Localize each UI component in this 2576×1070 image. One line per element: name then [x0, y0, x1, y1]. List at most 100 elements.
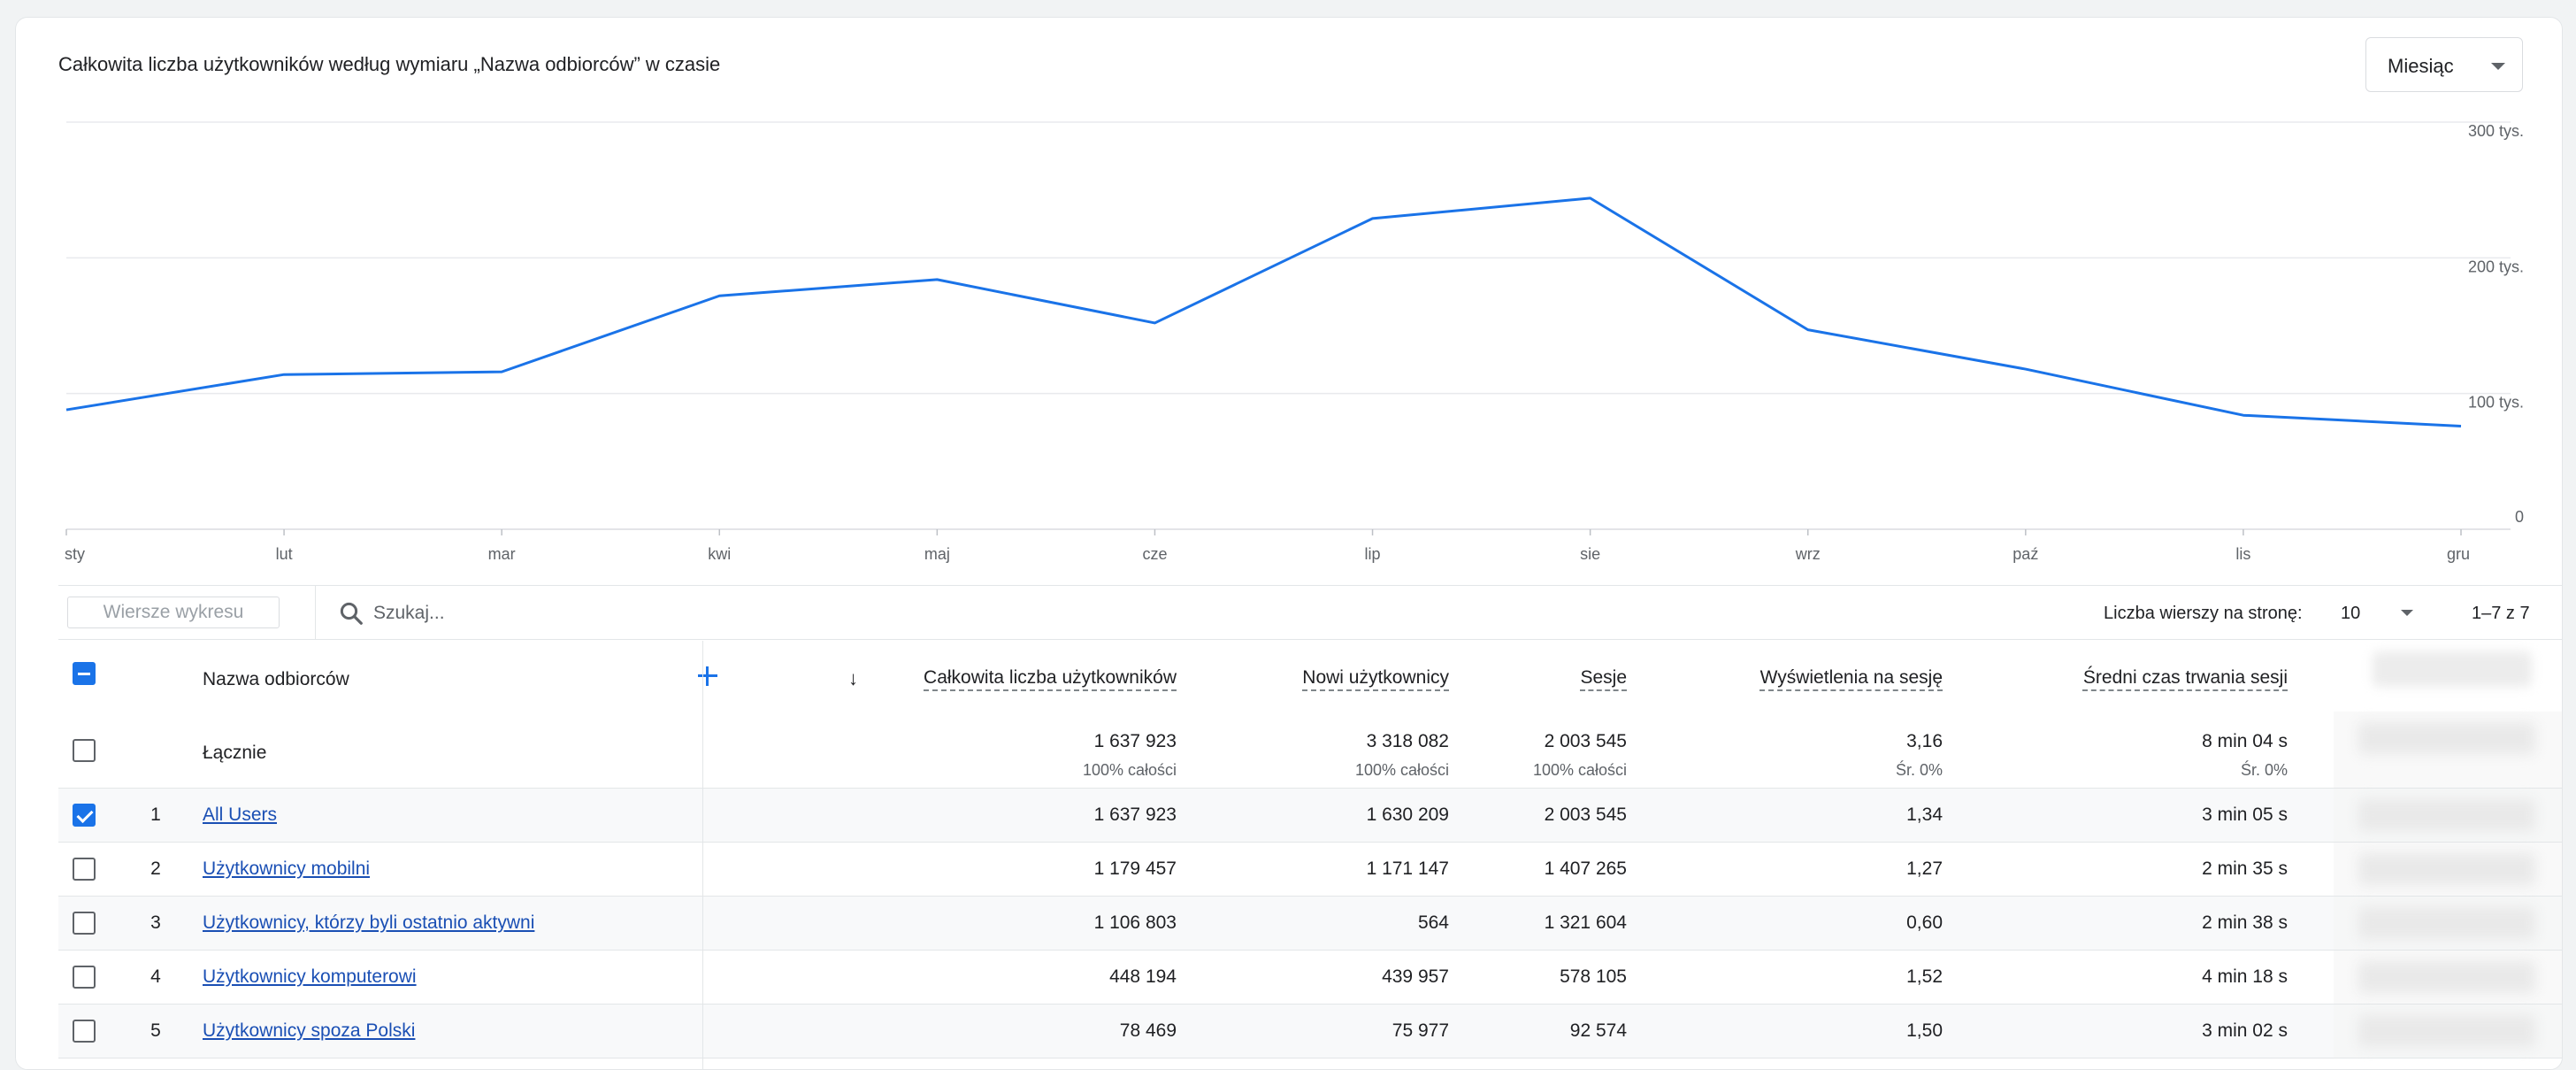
- chevron-down-icon: [2491, 63, 2505, 70]
- cell-value: 448 194: [1109, 966, 1177, 988]
- y-tick-label: 300 tys.: [2468, 122, 2524, 140]
- row-audience-link[interactable]: Użytkownicy spoza Polski: [203, 1020, 415, 1042]
- column-header-views-per-session[interactable]: Wyświetlenia na sesję: [1760, 667, 1943, 689]
- row-index: 5: [147, 1020, 165, 1042]
- total-value: 3,16: [1906, 731, 1943, 752]
- chevron-down-icon: [2401, 610, 2413, 616]
- cell-value: 1,52: [1906, 966, 1943, 988]
- total-sub: Śr. 0%: [2241, 761, 2288, 780]
- pagination-range: 1–7 z 7: [2472, 604, 2530, 624]
- row-audience-link[interactable]: Użytkownicy mobilni: [203, 858, 370, 880]
- period-select-value: Miesiąc: [2388, 55, 2454, 78]
- total-value: 2 003 545: [1545, 731, 1627, 752]
- cell-value: 3 min 05 s: [2202, 804, 2288, 826]
- rows-per-page-value: 10: [2341, 604, 2360, 624]
- row-index: 2: [147, 858, 165, 880]
- cell-value: 1 407 265: [1545, 858, 1627, 880]
- cell-value: 578 105: [1560, 966, 1627, 988]
- x-tick-label: wrz: [1795, 545, 1821, 563]
- row-index: 4: [147, 966, 165, 988]
- dimension-header[interactable]: Nazwa odbiorców: [203, 669, 349, 690]
- row-audience-link[interactable]: Użytkownicy komputerowi: [203, 966, 417, 988]
- y-tick-label: 200 tys.: [2468, 258, 2524, 275]
- cell-value: 1 637 923: [1094, 804, 1177, 826]
- cell-value: 1,34: [1906, 804, 1943, 826]
- cell-value: 3 min 02 s: [2202, 1020, 2288, 1042]
- sort-down-icon: ↓: [848, 667, 858, 690]
- row-checkbox[interactable]: [73, 1020, 96, 1043]
- table-row[interactable]: 4 Użytkownicy komputerowi 448 194 439 95…: [58, 951, 2563, 1005]
- cell-value: 4 min 18 s: [2202, 966, 2288, 988]
- x-tick-label: lis: [2235, 545, 2250, 563]
- cell-value: 1 630 209: [1367, 804, 1449, 826]
- x-tick-label: cze: [1142, 545, 1167, 563]
- y-tick-label: 0: [2515, 508, 2524, 526]
- rows-per-page-label: Liczba wierszy na stronę:: [2104, 604, 2303, 624]
- blurred-cell: [2358, 1015, 2535, 1047]
- cell-value: 1,50: [1906, 1020, 1943, 1042]
- row-checkbox[interactable]: [73, 804, 96, 827]
- search-input[interactable]: [373, 598, 904, 628]
- y-tick-label: 100 tys.: [2468, 394, 2524, 412]
- total-value: 8 min 04 s: [2202, 731, 2288, 752]
- x-tick-label: gru: [2447, 545, 2470, 563]
- column-header-new-users[interactable]: Nowi użytkownicy: [1302, 667, 1449, 689]
- column-header-sessions[interactable]: Sesje: [1580, 667, 1627, 689]
- x-tick-label: paź: [2012, 545, 2038, 563]
- cell-value: 92 574: [1570, 1020, 1627, 1042]
- table-row[interactable]: 1 All Users 1 637 923 1 630 209 2 003 54…: [58, 789, 2563, 843]
- table-row[interactable]: 2 Użytkownicy mobilni 1 179 457 1 171 14…: [58, 843, 2563, 897]
- total-sub: 100% całości: [1083, 761, 1177, 780]
- total-sub: Śr. 0%: [1896, 761, 1943, 780]
- cell-value: 1 106 803: [1094, 912, 1177, 934]
- cell-value: 0,60: [1906, 912, 1943, 934]
- totals-checkbox[interactable]: [73, 739, 96, 762]
- cell-value: 1 179 457: [1094, 858, 1177, 880]
- rows-per-page-select[interactable]: 10: [2330, 595, 2427, 630]
- blurred-cell: [2358, 722, 2535, 754]
- period-select[interactable]: Miesiąc: [2365, 37, 2523, 92]
- column-header-avg-session-duration[interactable]: Średni czas trwania sesji: [2083, 667, 2288, 689]
- table-toolbar: Wiersze wykresu Liczba wierszy na stronę…: [58, 585, 2563, 640]
- row-audience-link[interactable]: Użytkownicy, którzy byli ostatnio aktywn…: [203, 912, 534, 934]
- blurred-cell: [2358, 961, 2535, 993]
- blurred-cell: [2358, 907, 2535, 939]
- row-audience-link[interactable]: All Users: [203, 804, 277, 826]
- table-row[interactable]: 5 Użytkownicy spoza Polski 78 469 75 977…: [58, 1005, 2563, 1058]
- total-sub: 100% całości: [1533, 761, 1627, 780]
- cell-value: 1 171 147: [1367, 858, 1449, 880]
- row-index: 1: [147, 804, 165, 826]
- cell-value: 2 min 38 s: [2202, 912, 2288, 934]
- cell-value: 78 469: [1120, 1020, 1177, 1042]
- blurred-cell: [2358, 853, 2535, 885]
- row-checkbox[interactable]: [73, 966, 96, 989]
- chart-title: Całkowita liczba użytkowników według wym…: [58, 53, 720, 76]
- x-tick-label: sty: [65, 545, 85, 563]
- x-tick-label: mar: [488, 545, 516, 563]
- cell-value: 2 min 35 s: [2202, 858, 2288, 880]
- cell-value: 2 003 545: [1545, 804, 1627, 826]
- row-index: 3: [147, 912, 165, 934]
- add-dimension-icon[interactable]: [695, 664, 720, 689]
- blurred-cell: [2358, 799, 2535, 831]
- x-tick-label: kwi: [708, 545, 731, 563]
- x-tick-label: sie: [1580, 545, 1600, 563]
- table-row[interactable]: 3 Użytkownicy, którzy byli ostatnio akty…: [58, 897, 2563, 951]
- cell-value: 1 321 604: [1545, 912, 1627, 934]
- column-header-total-users[interactable]: Całkowita liczba użytkowników: [924, 667, 1177, 689]
- report-card: Całkowita liczba użytkowników według wym…: [15, 17, 2563, 1070]
- cell-value: 564: [1418, 912, 1449, 934]
- table-header-row: Nazwa odbiorców ↓ Całkowita liczba użytk…: [58, 641, 2563, 712]
- total-value: 1 637 923: [1094, 731, 1177, 752]
- select-all-checkbox[interactable]: [73, 662, 96, 685]
- totals-label: Łącznie: [203, 743, 266, 764]
- cell-value: 75 977: [1392, 1020, 1449, 1042]
- totals-row: Łącznie 1 637 923 3 318 082 2 003 545 3,…: [58, 712, 2563, 789]
- total-sub: 100% całości: [1355, 761, 1449, 780]
- chart-rows-button[interactable]: Wiersze wykresu: [67, 597, 280, 628]
- x-tick-label: maj: [924, 545, 950, 563]
- row-checkbox[interactable]: [73, 912, 96, 935]
- row-checkbox[interactable]: [73, 858, 96, 881]
- total-value: 3 318 082: [1367, 731, 1449, 752]
